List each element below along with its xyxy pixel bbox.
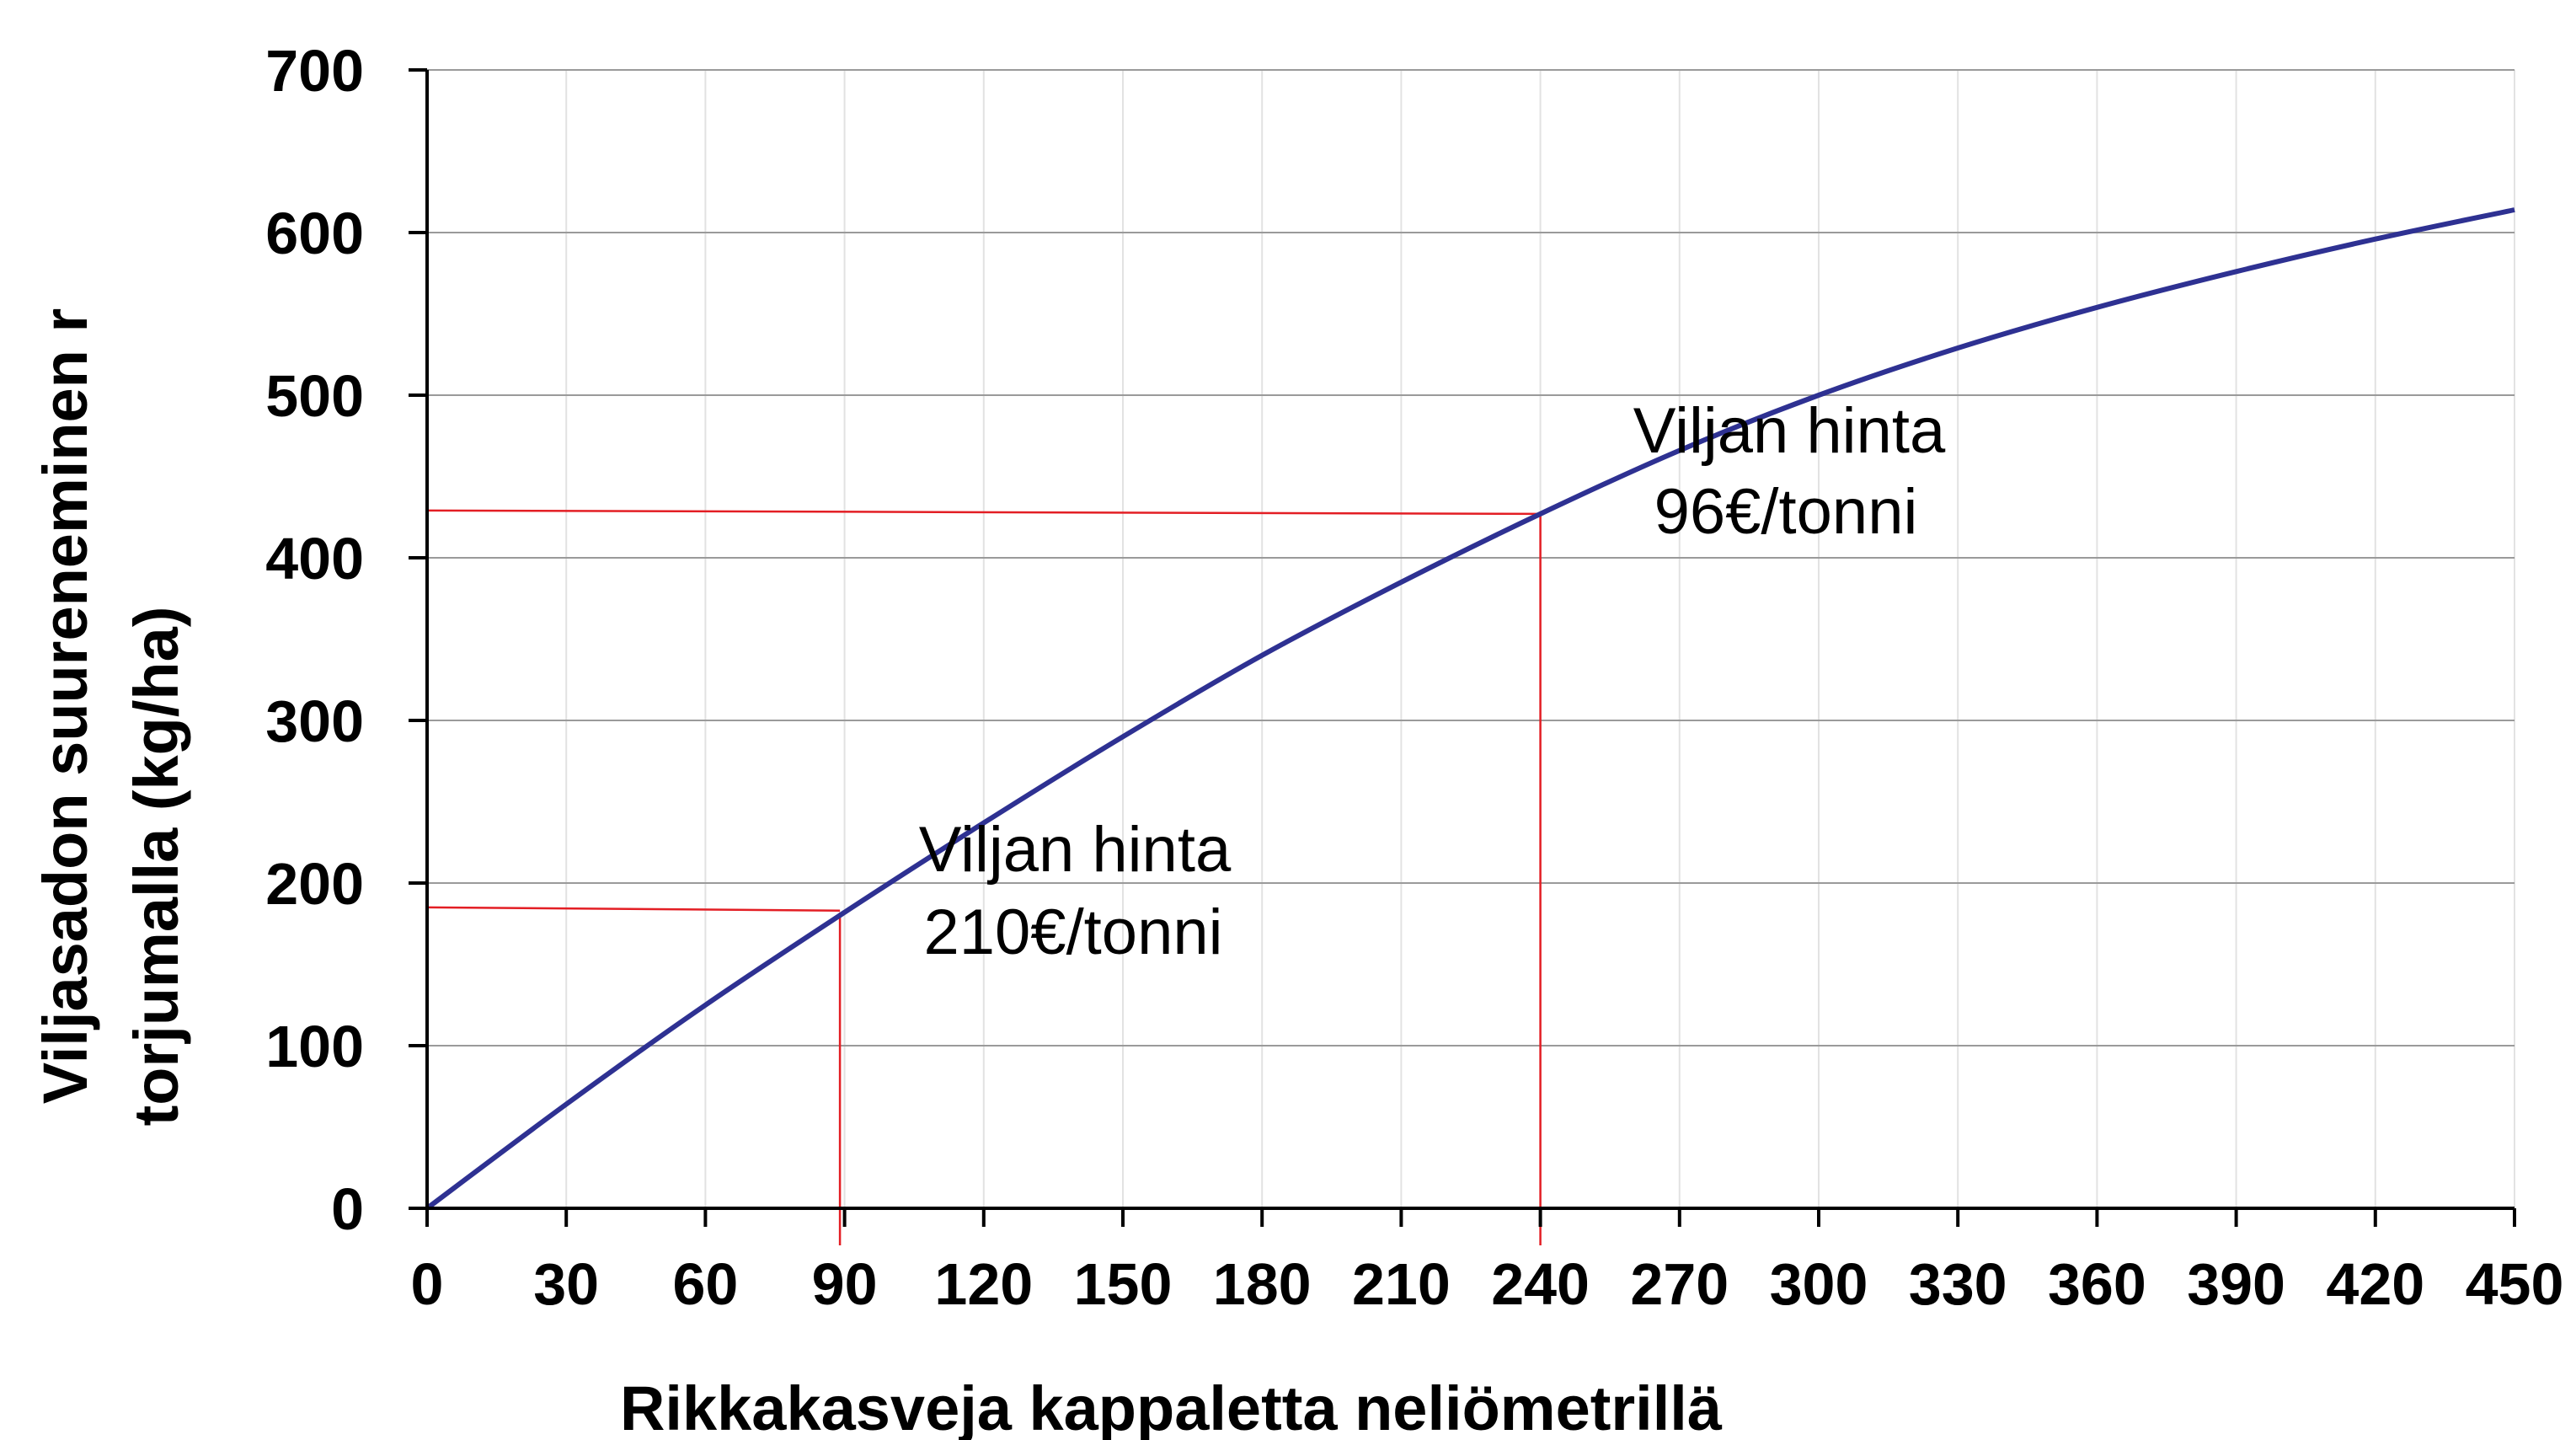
x-tick-label: 150 [1074, 1251, 1173, 1317]
annotation-2-line-1: Viljan hinta [1633, 395, 1946, 467]
x-axis-title: Rikkakasveja kappaletta neliömetrillä [620, 1373, 1723, 1440]
x-tick-label: 0 [411, 1251, 444, 1317]
x-tick-label: 60 [672, 1251, 738, 1317]
reference-line-horizontal-2 [426, 509, 1541, 516]
x-tick-label: 300 [1770, 1251, 1868, 1317]
y-tick-label: 700 [265, 38, 364, 104]
x-tick-label: 120 [934, 1251, 1033, 1317]
x-tick-label: 270 [1630, 1251, 1729, 1317]
x-tick-label: 330 [1909, 1251, 2007, 1317]
series-layer [425, 207, 2515, 1211]
reference-line-horizontal-1 [426, 906, 841, 913]
x-tick-label: 390 [2187, 1251, 2285, 1317]
y-axis-title-line-1: Viljasadon suureneminen r [30, 308, 100, 1104]
x-tick-label: 420 [2326, 1251, 2424, 1317]
x-tick-label: 180 [1213, 1251, 1312, 1317]
y-tick-label: 500 [265, 363, 364, 429]
axes [409, 68, 2516, 1227]
x-tick-label: 360 [2048, 1251, 2146, 1317]
reference-lines [426, 509, 1542, 1245]
x-tick-label: 210 [1352, 1251, 1451, 1317]
y-tick-label: 400 [265, 526, 364, 592]
x-tick-labels: 0 30 60 90 120 150 180 210 240 270 300 330 360 390 420… [411, 1251, 2564, 1317]
y-tick-label: 600 [265, 201, 364, 266]
x-tick-label: 30 [533, 1251, 599, 1317]
gridlines [427, 69, 2515, 1208]
y-tick-label: 300 [265, 688, 364, 754]
y-tick-label: 0 [331, 1176, 364, 1242]
annotation-1-line-1: Viljan hinta [919, 814, 1232, 886]
annotation-2-line-2: 96€/tonni [1654, 476, 1918, 548]
series-line-1 [425, 207, 2515, 1211]
y-tick-label: 100 [265, 1014, 364, 1079]
y-axis-title-line-2: torjumalla (kg/ha) [121, 607, 191, 1127]
annotation-1-line-2: 210€/tonni [924, 897, 1223, 968]
x-tick-label: 450 [2466, 1251, 2564, 1317]
y-tick-label: 200 [265, 851, 364, 917]
x-tick-label: 90 [812, 1251, 878, 1317]
y-tick-labels: 0 100 200 300 400 500 600 700 [265, 38, 364, 1242]
x-tick-label: 240 [1491, 1251, 1590, 1317]
